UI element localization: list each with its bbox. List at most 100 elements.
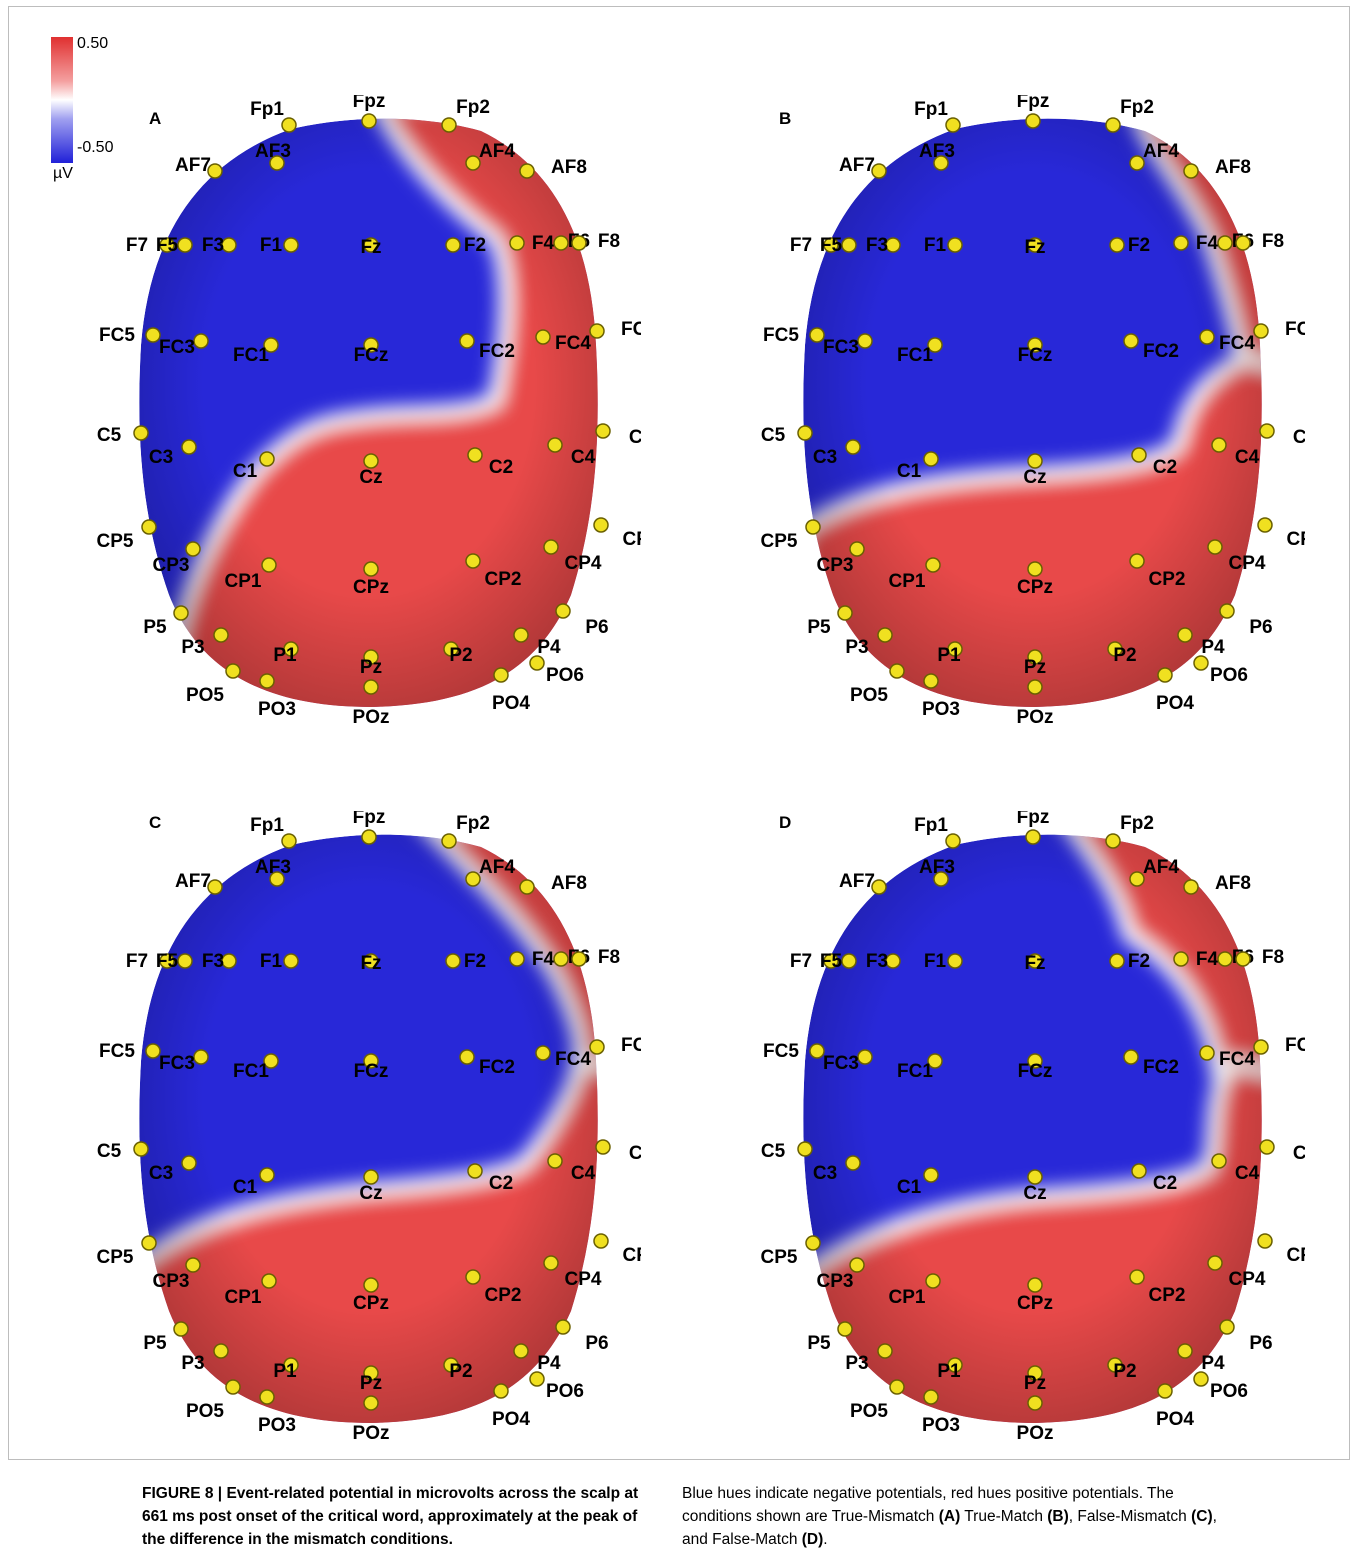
electrode-po4 — [1157, 667, 1173, 683]
electrode-label-fc2: FC2 — [1143, 1057, 1179, 1078]
electrode-f3 — [221, 237, 237, 253]
electrode-fc2 — [459, 333, 475, 349]
electrode-cp4 — [1207, 1255, 1223, 1271]
electrode-label-p5: P5 — [143, 617, 167, 638]
electrode-label-fp2: Fp2 — [456, 97, 490, 118]
electrode-label-c4: C4 — [1235, 1163, 1260, 1184]
electrode-af8 — [519, 163, 535, 179]
electrode-label-fp1: Fp1 — [250, 99, 284, 120]
electrode-c1 — [259, 1167, 275, 1183]
electrode-label-f3: F3 — [202, 951, 224, 972]
electrode-label-c2: C2 — [1153, 1173, 1177, 1194]
electrode-label-fp1: Fp1 — [914, 99, 948, 120]
electrode-fcz — [1027, 1053, 1043, 1069]
panel-label-a: A — [149, 109, 162, 128]
electrode-label-pz: Pz — [360, 1373, 382, 1394]
electrode-p1 — [947, 1357, 963, 1373]
electrode-label-cp4: CP4 — [1229, 1269, 1266, 1290]
electrode-label-cp6: CP6 — [623, 1245, 641, 1266]
electrode-label-f8: F8 — [1262, 231, 1284, 252]
electrode-label-fc3: FC3 — [159, 1053, 195, 1074]
electrode-fz — [363, 953, 379, 969]
electrode-cz — [1027, 453, 1043, 469]
electrode-label-fp2: Fp2 — [1120, 97, 1154, 118]
electrode-cp3 — [185, 1257, 201, 1273]
electrode-p2 — [1107, 641, 1123, 657]
electrode-label-p6: P6 — [585, 617, 608, 638]
electrode-label-f2: F2 — [464, 235, 486, 256]
electrode-c3 — [181, 439, 197, 455]
electrode-fc1 — [927, 1053, 943, 1069]
electrode-poz — [363, 1395, 379, 1411]
electrode-fc2 — [1123, 333, 1139, 349]
electrode-label-c5: C5 — [97, 1141, 122, 1162]
electrode-label-cp3: CP3 — [817, 555, 854, 576]
electrode-cz — [1027, 1169, 1043, 1185]
electrode-label-fc6: FC6 — [621, 1035, 641, 1056]
electrode-label-c6: C6 — [1293, 427, 1305, 448]
electrode-cp2 — [1129, 553, 1145, 569]
electrode-label-af7: AF7 — [839, 155, 875, 176]
electrode-fc2 — [1123, 1049, 1139, 1065]
electrode-label-cp5: CP5 — [761, 1247, 798, 1268]
scalp-map-panel-b: Fp1FpzFp2AF7AF3AF4AF8F7F5F3F1FzF2F4F6F8F… — [745, 95, 1305, 775]
electrode-f8 — [1235, 235, 1251, 251]
electrode-p5 — [837, 1321, 853, 1337]
scalp-map-panel-c: Fp1FpzFp2AF7AF3AF4AF8F7F5F3F1FzF2F4F6F8F… — [81, 811, 641, 1491]
electrode-label-c4: C4 — [1235, 447, 1260, 468]
electrode-fp1 — [281, 833, 297, 849]
electrode-label-f7: F7 — [126, 235, 148, 256]
electrode-cpz — [363, 1277, 379, 1293]
panel-label-d: D — [779, 813, 792, 832]
electrode-f4 — [509, 951, 525, 967]
electrode-f1 — [947, 953, 963, 969]
electrode-po5 — [889, 1379, 905, 1395]
electrode-label-p3: P3 — [845, 1353, 868, 1374]
electrode-cpz — [363, 561, 379, 577]
electrode-label-f4: F4 — [1196, 949, 1219, 970]
electrode-label-p1: P1 — [937, 1361, 961, 1382]
electrode-label-af3: AF3 — [255, 141, 291, 162]
electrode-label-cp5: CP5 — [97, 531, 134, 552]
electrode-label-af4: AF4 — [479, 141, 515, 162]
electrode-af4 — [465, 155, 481, 171]
electrode-label-po6: PO6 — [546, 665, 584, 686]
electrode-label-f1: F1 — [924, 951, 947, 972]
electrode-label-fc6: FC6 — [1285, 1035, 1305, 1056]
electrode-label-f7: F7 — [790, 951, 812, 972]
figure-caption-right: Blue hues indicate negative potentials, … — [682, 1482, 1242, 1551]
electrode-fc1 — [263, 337, 279, 353]
electrode-p2 — [443, 1357, 459, 1373]
electrode-c3 — [845, 1155, 861, 1171]
electrode-label-af7: AF7 — [175, 871, 211, 892]
electrode-f5 — [841, 953, 857, 969]
electrode-f6 — [1217, 235, 1233, 251]
electrode-p4 — [1177, 1343, 1193, 1359]
electrode-fc4 — [1199, 329, 1215, 345]
electrode-fc2 — [459, 1049, 475, 1065]
caption-text-1: Blue hues indicate negative potentials, … — [682, 1485, 1174, 1525]
electrode-label-f1: F1 — [260, 951, 283, 972]
electrode-label-fcz: FCz — [1018, 1061, 1053, 1082]
electrode-f8 — [1235, 951, 1251, 967]
electrode-label-p3: P3 — [181, 1353, 204, 1374]
electrode-fp2 — [1105, 117, 1121, 133]
electrode-label-cpz: CPz — [1017, 1293, 1053, 1314]
electrode-label-cp4: CP4 — [565, 553, 602, 574]
electrode-label-p5: P5 — [807, 1333, 831, 1354]
electrode-p3 — [213, 1343, 229, 1359]
electrode-label-f4: F4 — [532, 949, 555, 970]
figure-caption-left: FIGURE 8 | Event-related potential in mi… — [142, 1482, 662, 1551]
electrode-f8 — [571, 235, 587, 251]
electrode-fc5 — [145, 1043, 161, 1059]
electrode-label-cp4: CP4 — [565, 1269, 602, 1290]
electrode-cp4 — [543, 539, 559, 555]
electrode-c5 — [133, 425, 149, 441]
electrode-c6 — [595, 423, 611, 439]
electrode-label-fz: Fz — [360, 953, 381, 974]
electrode-f4 — [1173, 951, 1189, 967]
electrode-fp1 — [945, 117, 961, 133]
electrode-cz — [363, 453, 379, 469]
electrode-p1 — [947, 641, 963, 657]
electrode-label-c5: C5 — [761, 425, 786, 446]
